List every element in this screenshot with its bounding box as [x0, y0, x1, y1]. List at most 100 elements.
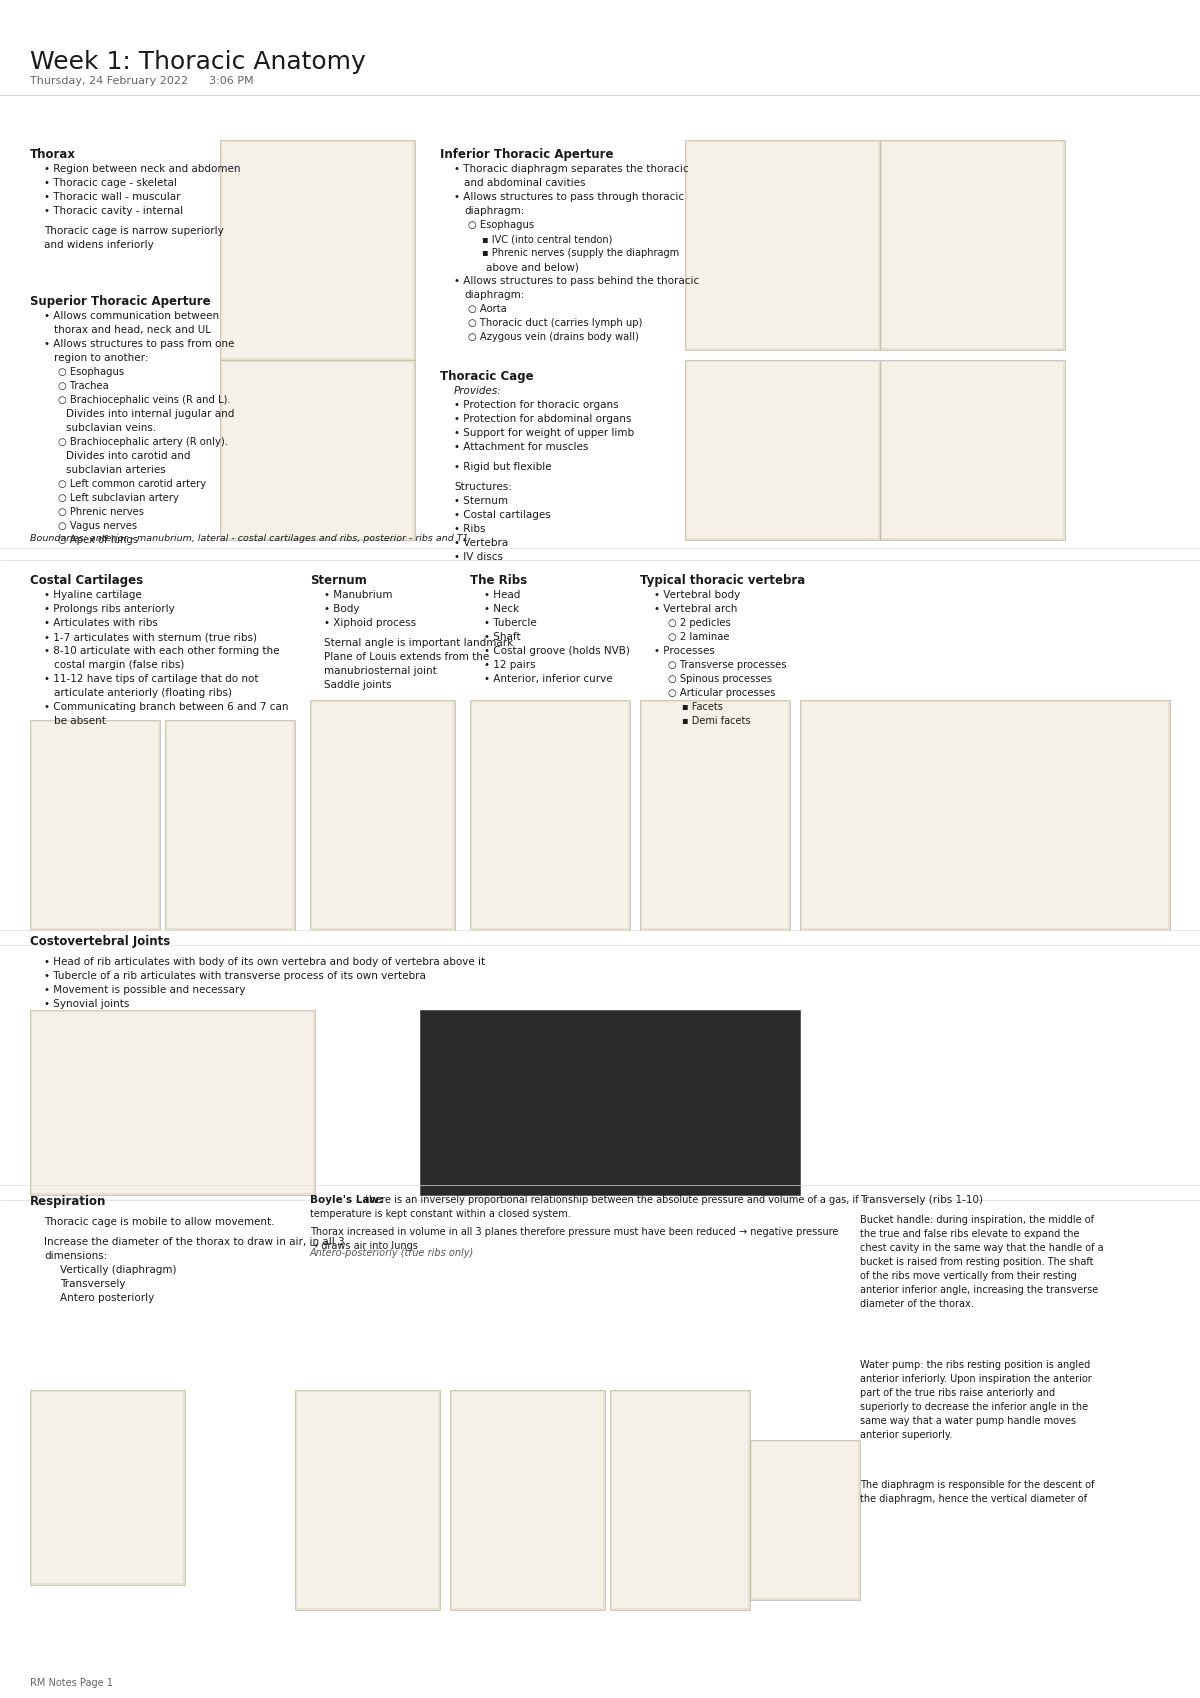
- Text: be absent: be absent: [54, 717, 106, 727]
- Text: → draws air into lungs: → draws air into lungs: [310, 1241, 418, 1251]
- Text: ○ Brachiocephalic artery (R only).: ○ Brachiocephalic artery (R only).: [58, 436, 228, 447]
- Bar: [686, 143, 878, 348]
- Text: bucket is raised from resting position. The shaft: bucket is raised from resting position. …: [860, 1257, 1093, 1267]
- Text: • IV discs: • IV discs: [454, 552, 503, 562]
- Text: ○ Left subclavian artery: ○ Left subclavian artery: [58, 492, 179, 503]
- Text: Thorax: Thorax: [30, 148, 76, 161]
- Text: • Synovial joints: • Synovial joints: [44, 998, 130, 1009]
- Bar: [166, 720, 295, 931]
- Text: Inferior Thoracic Aperture: Inferior Thoracic Aperture: [440, 148, 613, 161]
- Text: • Support for weight of upper limb: • Support for weight of upper limb: [454, 428, 634, 438]
- Text: Thorax increased in volume in all 3 planes therefore pressure must have been red: Thorax increased in volume in all 3 plan…: [310, 1228, 839, 1238]
- Text: • Body: • Body: [324, 604, 360, 615]
- Text: • Xiphoid process: • Xiphoid process: [324, 618, 416, 628]
- Text: Week 1: Thoracic Anatomy: Week 1: Thoracic Anatomy: [30, 49, 366, 75]
- Text: Thoracic Cage: Thoracic Cage: [440, 370, 534, 384]
- Text: ○ Brachiocephalic veins (R and L).: ○ Brachiocephalic veins (R and L).: [58, 396, 230, 406]
- Text: • Rigid but flexible: • Rigid but flexible: [454, 462, 552, 472]
- Bar: [30, 720, 160, 931]
- Text: • Anterior, inferior curve: • Anterior, inferior curve: [484, 674, 613, 684]
- Text: ○ Phrenic nerves: ○ Phrenic nerves: [58, 508, 144, 516]
- Text: Structures:: Structures:: [454, 482, 512, 492]
- Bar: [752, 1442, 858, 1598]
- Text: ○ Esophagus: ○ Esophagus: [58, 367, 124, 377]
- Text: ○ 2 laminae: ○ 2 laminae: [668, 632, 730, 642]
- Text: Increase the diameter of the thorax to draw in air, in all 3: Increase the diameter of the thorax to d…: [44, 1238, 344, 1246]
- Text: of the ribs move vertically from their resting: of the ribs move vertically from their r…: [860, 1272, 1076, 1280]
- Text: • Vertebral arch: • Vertebral arch: [654, 604, 737, 615]
- Text: ▪ Phrenic nerves (supply the diaphragm: ▪ Phrenic nerves (supply the diaphragm: [482, 248, 679, 258]
- Text: Water pump: the ribs resting position is angled: Water pump: the ribs resting position is…: [860, 1360, 1091, 1370]
- Bar: [640, 700, 790, 931]
- Text: Thoracic cage is narrow superiorly: Thoracic cage is narrow superiorly: [44, 226, 223, 236]
- Text: • Thoracic diaphragm separates the thoracic: • Thoracic diaphragm separates the thora…: [454, 165, 689, 173]
- Text: • Communicating branch between 6 and 7 can: • Communicating branch between 6 and 7 c…: [44, 701, 288, 711]
- Bar: [295, 1391, 440, 1610]
- Text: ○ Thoracic duct (carries lymph up): ○ Thoracic duct (carries lymph up): [468, 318, 642, 328]
- Bar: [222, 362, 413, 538]
- Bar: [800, 700, 1170, 931]
- Text: and abdominal cavities: and abdominal cavities: [464, 178, 586, 188]
- Text: Transversely: Transversely: [60, 1279, 126, 1289]
- Text: Thoracic cage is mobile to allow movement.: Thoracic cage is mobile to allow movemen…: [44, 1217, 275, 1228]
- Text: • Costal groove (holds NVB): • Costal groove (holds NVB): [484, 645, 630, 655]
- Text: Divides into carotid and: Divides into carotid and: [66, 452, 191, 460]
- Text: Costal Cartilages: Costal Cartilages: [30, 574, 143, 588]
- Text: Divides into internal jugular and: Divides into internal jugular and: [66, 409, 234, 419]
- Text: the true and false ribs elevate to expand the: the true and false ribs elevate to expan…: [860, 1229, 1080, 1240]
- Bar: [312, 701, 454, 929]
- Bar: [880, 139, 1066, 350]
- Text: • Manubrium: • Manubrium: [324, 589, 392, 599]
- Text: the diaphragm, hence the vertical diameter of: the diaphragm, hence the vertical diamet…: [860, 1494, 1087, 1504]
- Bar: [750, 1440, 860, 1600]
- Text: • Articulates with ribs: • Articulates with ribs: [44, 618, 158, 628]
- Text: ○ 2 pedicles: ○ 2 pedicles: [668, 618, 731, 628]
- Text: articulate anteriorly (floating ribs): articulate anteriorly (floating ribs): [54, 688, 232, 698]
- Text: • Ribs: • Ribs: [454, 525, 486, 533]
- Text: • Allows structures to pass through thoracic: • Allows structures to pass through thor…: [454, 192, 684, 202]
- Text: • Sternum: • Sternum: [454, 496, 508, 506]
- Text: Antero-posteriorly (true ribs only): Antero-posteriorly (true ribs only): [310, 1248, 474, 1258]
- Text: same way that a water pump handle moves: same way that a water pump handle moves: [860, 1416, 1076, 1426]
- Text: Antero posteriorly: Antero posteriorly: [60, 1292, 155, 1302]
- Text: diameter of the thorax.: diameter of the thorax.: [860, 1299, 973, 1309]
- Text: above and below): above and below): [486, 261, 578, 272]
- Text: • Allows structures to pass behind the thoracic: • Allows structures to pass behind the t…: [454, 277, 700, 285]
- Bar: [30, 1391, 185, 1584]
- Text: • Vertebral body: • Vertebral body: [654, 589, 740, 599]
- Text: • 12 pairs: • 12 pairs: [484, 661, 535, 671]
- Text: • Tubercle of a rib articulates with transverse process of its own vertebra: • Tubercle of a rib articulates with tra…: [44, 971, 426, 981]
- Text: subclavian arteries: subclavian arteries: [66, 465, 166, 475]
- Text: ○ Vagus nerves: ○ Vagus nerves: [58, 521, 137, 531]
- Text: The diaphragm is responsible for the descent of: The diaphragm is responsible for the des…: [860, 1481, 1094, 1491]
- Bar: [472, 701, 628, 929]
- Text: chest cavity in the same way that the handle of a: chest cavity in the same way that the ha…: [860, 1243, 1104, 1253]
- Text: • Protection for thoracic organs: • Protection for thoracic organs: [454, 401, 619, 409]
- Text: there is an inversely proportional relationship between the absolute pressure an: there is an inversely proportional relat…: [362, 1195, 859, 1206]
- Text: ○ Aorta: ○ Aorta: [468, 304, 506, 314]
- Text: • Thoracic cavity - internal: • Thoracic cavity - internal: [44, 205, 184, 216]
- Bar: [420, 1010, 800, 1195]
- Text: • Head: • Head: [484, 589, 521, 599]
- Bar: [220, 139, 415, 360]
- Text: Thursday, 24 February 2022      3:06 PM: Thursday, 24 February 2022 3:06 PM: [30, 76, 253, 87]
- Text: • Movement is possible and necessary: • Movement is possible and necessary: [44, 985, 245, 995]
- Text: Plane of Louis extends from the: Plane of Louis extends from the: [324, 652, 490, 662]
- Bar: [882, 143, 1063, 348]
- Bar: [612, 1392, 748, 1608]
- Text: ○ Apex of lungs: ○ Apex of lungs: [58, 535, 138, 545]
- Bar: [32, 1392, 182, 1583]
- Text: ▪ Demi facets: ▪ Demi facets: [682, 717, 750, 727]
- Text: ○ Esophagus: ○ Esophagus: [468, 221, 534, 229]
- Bar: [220, 360, 415, 540]
- Text: • Processes: • Processes: [654, 645, 715, 655]
- Bar: [470, 700, 630, 931]
- Text: Boyle's Law:: Boyle's Law:: [310, 1195, 383, 1206]
- Text: ○ Left common carotid artery: ○ Left common carotid artery: [58, 479, 206, 489]
- Text: • Head of rib articulates with body of its own vertebra and body of vertebra abo: • Head of rib articulates with body of i…: [44, 958, 485, 966]
- Text: anterior inferior angle, increasing the transverse: anterior inferior angle, increasing the …: [860, 1285, 1098, 1296]
- Text: • 11-12 have tips of cartilage that do not: • 11-12 have tips of cartilage that do n…: [44, 674, 258, 684]
- Text: Provides:: Provides:: [454, 385, 502, 396]
- Text: The Ribs: The Ribs: [470, 574, 527, 588]
- Text: • Thoracic wall - muscular: • Thoracic wall - muscular: [44, 192, 180, 202]
